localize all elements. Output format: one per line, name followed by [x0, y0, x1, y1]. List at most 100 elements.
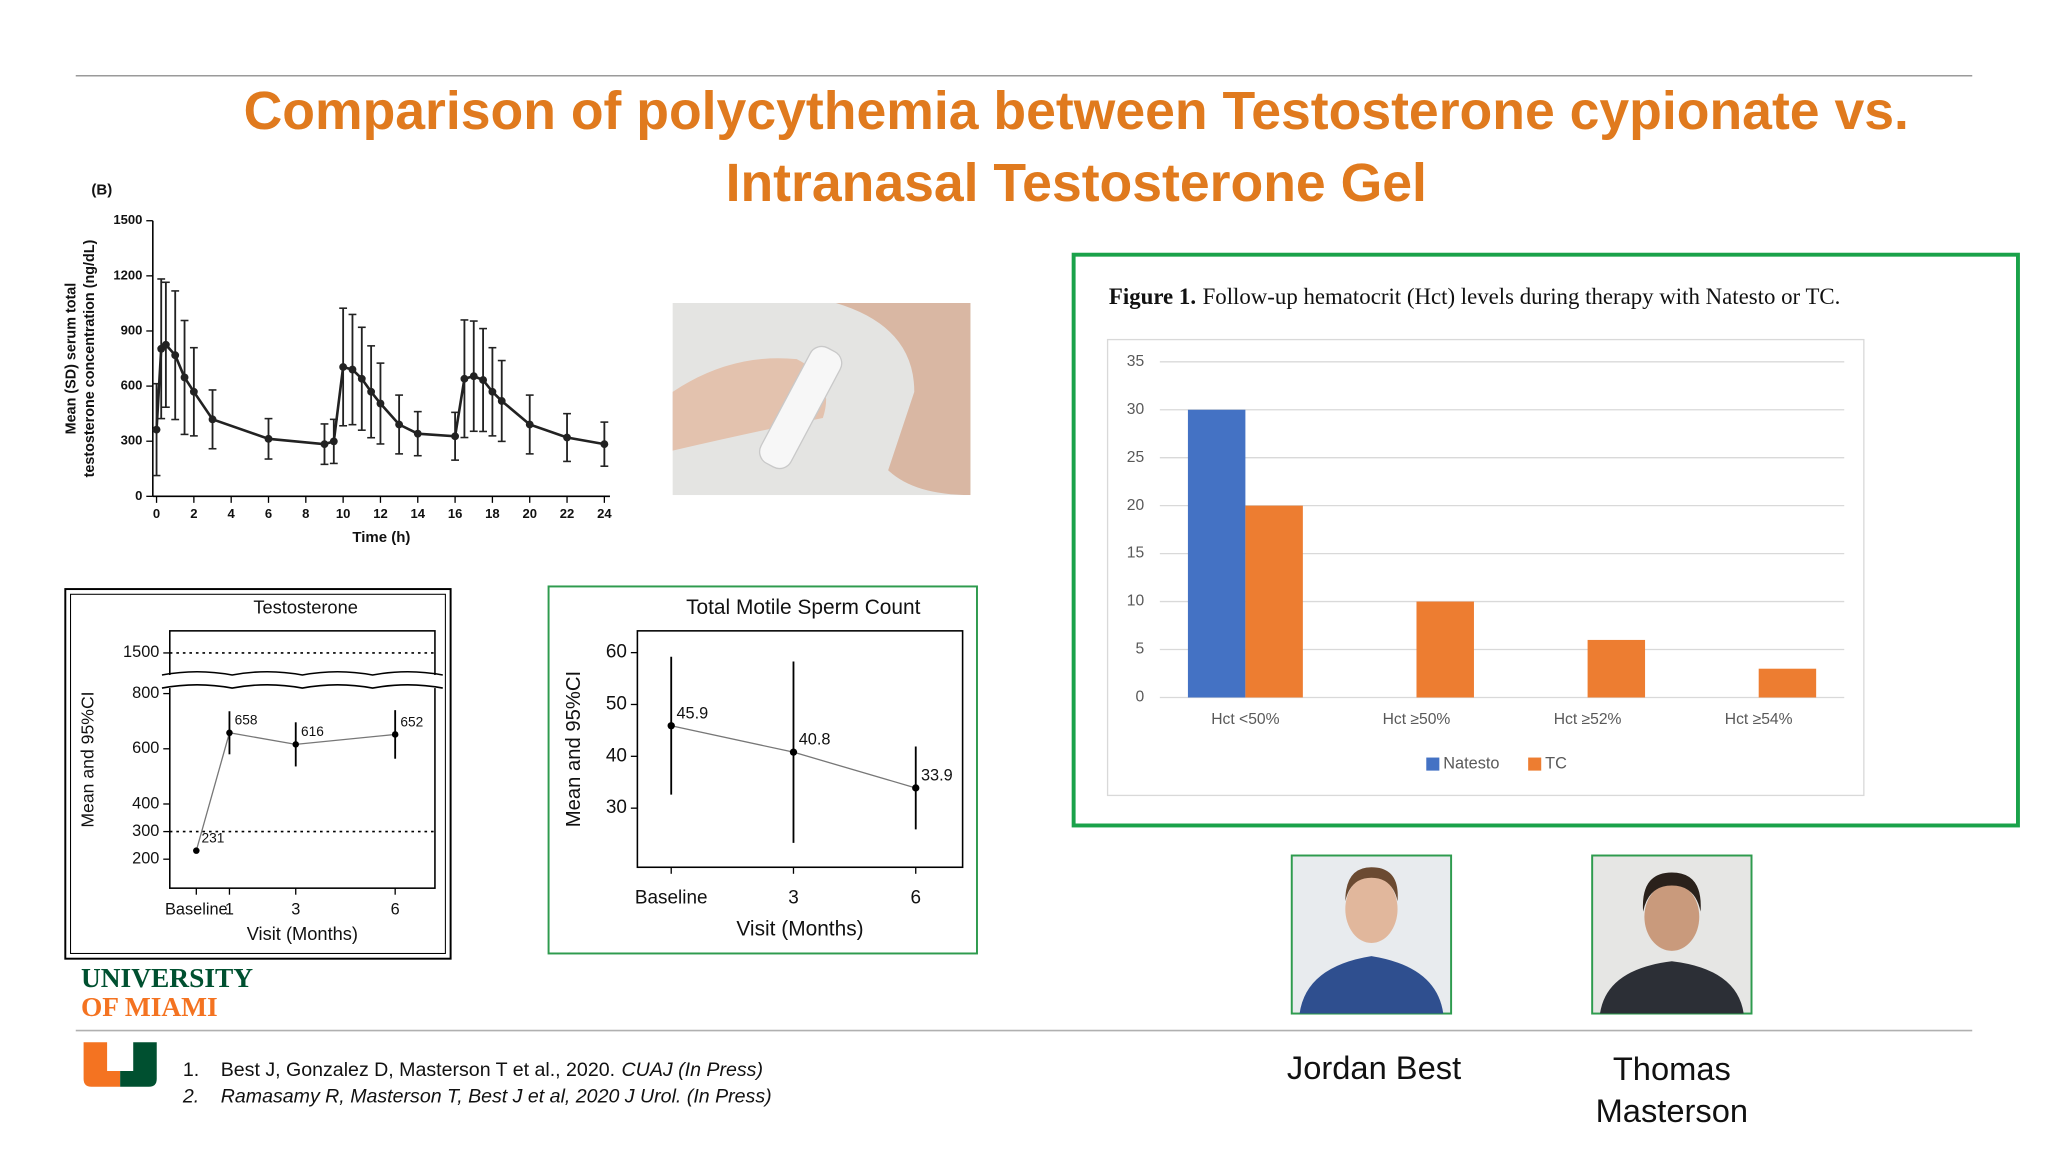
- legend-swatch: [1528, 757, 1542, 771]
- hair: [1642, 872, 1701, 912]
- y-tick-label: 0: [135, 488, 142, 503]
- data-point: [292, 741, 300, 748]
- face: [835, 303, 971, 496]
- figure-caption: Figure 1. Follow-up hematocrit (Hct) leve…: [1109, 284, 1840, 309]
- data-point: [264, 434, 273, 443]
- data-point: [171, 351, 180, 360]
- x-tick-label: 20: [522, 506, 537, 521]
- x-tick-label: Hct <50%: [1211, 711, 1279, 728]
- y-tick-label: 60: [606, 642, 627, 663]
- chart-title: (B): [91, 182, 112, 199]
- chart-frame: [64, 588, 452, 960]
- data-point: [161, 340, 170, 349]
- data-point: [451, 432, 460, 441]
- logo-left: [83, 1042, 121, 1087]
- axis-break: [161, 671, 443, 676]
- reference-text: Best J, Gonzalez D, Masterson T et al., …: [221, 1059, 615, 1081]
- data-label: 33.9: [921, 767, 953, 785]
- legend-label: Natesto: [1443, 754, 1499, 772]
- y-tick-label: 600: [132, 739, 159, 757]
- x-tick-label: 2: [190, 506, 197, 521]
- bar: [1758, 668, 1817, 698]
- data-point: [367, 387, 376, 396]
- data-point: [180, 373, 189, 382]
- y-tick-label: 1500: [123, 643, 159, 661]
- photo-jordan-best: [1290, 854, 1453, 1015]
- x-tick-label: Hct ≥50%: [1383, 711, 1451, 728]
- y-tick-label: 1500: [113, 212, 142, 227]
- x-tick-label: 3: [291, 901, 300, 919]
- reference: Best J, Gonzalez D, Masterson T et al., …: [221, 1059, 763, 1081]
- data-point: [339, 363, 348, 371]
- logo-text: UNIVERSITY: [81, 963, 253, 993]
- y-tick-label: 0: [1135, 689, 1144, 706]
- x-tick-label: Baseline: [165, 901, 228, 919]
- x-tick-label: 24: [597, 506, 612, 521]
- y-tick-label: 40: [606, 745, 627, 766]
- photo-thomas-masterson: [1591, 854, 1753, 1015]
- data-point: [357, 374, 366, 383]
- y-tick-label: 50: [606, 693, 627, 714]
- y-axis-title: testosterone concentration (ng/dL): [82, 239, 98, 477]
- x-tick-label: 22: [560, 506, 575, 521]
- person-name-box: Jordan Best: [1287, 1050, 1461, 1087]
- y-axis-title: Mean and 95%CI: [77, 691, 97, 827]
- data-point: [488, 387, 497, 396]
- y-tick-label: 400: [132, 794, 159, 812]
- x-tick-label: Baseline: [635, 888, 708, 909]
- data-point: [329, 437, 338, 446]
- face: [1644, 882, 1700, 951]
- legend-label: TC: [1545, 754, 1567, 772]
- x-tick-label: Hct ≥52%: [1554, 711, 1622, 728]
- reference-text: Ramasamy R, Masterson T, Best J et al, 2…: [221, 1085, 772, 1107]
- suit: [1600, 961, 1744, 1014]
- y-tick-label: 20: [1127, 497, 1145, 514]
- hair: [1345, 867, 1398, 902]
- bar: [1187, 409, 1246, 698]
- axis-break: [161, 684, 443, 689]
- plot-frame: [169, 630, 436, 889]
- suit: [1299, 956, 1444, 1014]
- x-tick-label: 6: [910, 888, 921, 909]
- data-label: 231: [202, 830, 225, 845]
- reference-journal: CUAJ (In Press): [622, 1059, 763, 1081]
- slide-title: Intranasal Testosterone Gel: [726, 154, 1427, 213]
- chart-frame: [1071, 252, 2020, 828]
- x-tick-label: 12: [373, 506, 388, 521]
- data-point: [320, 440, 329, 449]
- x-tick-label: 6: [265, 506, 272, 521]
- data-point: [479, 376, 487, 384]
- logo-right: [120, 1042, 157, 1087]
- data-point: [525, 420, 534, 429]
- data-point: [391, 731, 399, 738]
- face: [1345, 875, 1398, 944]
- slide-title: Comparison of polycythemia between Testo…: [244, 82, 1909, 141]
- y-tick-label: 25: [1127, 449, 1145, 466]
- person-name-box: Thomas Masterson: [1596, 1051, 1748, 1129]
- y-tick-label: 300: [121, 433, 143, 448]
- spray-bottle: [758, 345, 843, 470]
- axis-break-gap: [161, 675, 443, 689]
- data-line: [195, 732, 396, 851]
- data-label: 45.9: [676, 704, 708, 722]
- x-axis-title: Visit (Months): [736, 917, 863, 940]
- figure-title: Follow-up hematocrit (Hct) levels during…: [1203, 284, 1841, 309]
- y-tick-label: 30: [606, 797, 627, 818]
- chart-frame: [547, 585, 978, 955]
- bar: [1245, 505, 1303, 698]
- x-tick-label: 16: [448, 506, 463, 521]
- data-point: [912, 784, 920, 792]
- data-point: [413, 429, 422, 438]
- x-tick-label: 18: [485, 506, 500, 521]
- reference-number: 2.: [182, 1085, 199, 1107]
- legend-swatch: [1426, 757, 1440, 771]
- data-point: [667, 722, 675, 730]
- x-tick-label: 4: [228, 506, 236, 521]
- y-tick-label: 300: [132, 822, 159, 840]
- figure-label: Figure 1.: [1109, 284, 1196, 309]
- y-tick-label: 900: [121, 322, 143, 337]
- y-tick-label: 35: [1127, 353, 1145, 370]
- x-tick-label: 14: [411, 506, 426, 521]
- y-axis-title: Mean and 95%CI: [563, 671, 585, 827]
